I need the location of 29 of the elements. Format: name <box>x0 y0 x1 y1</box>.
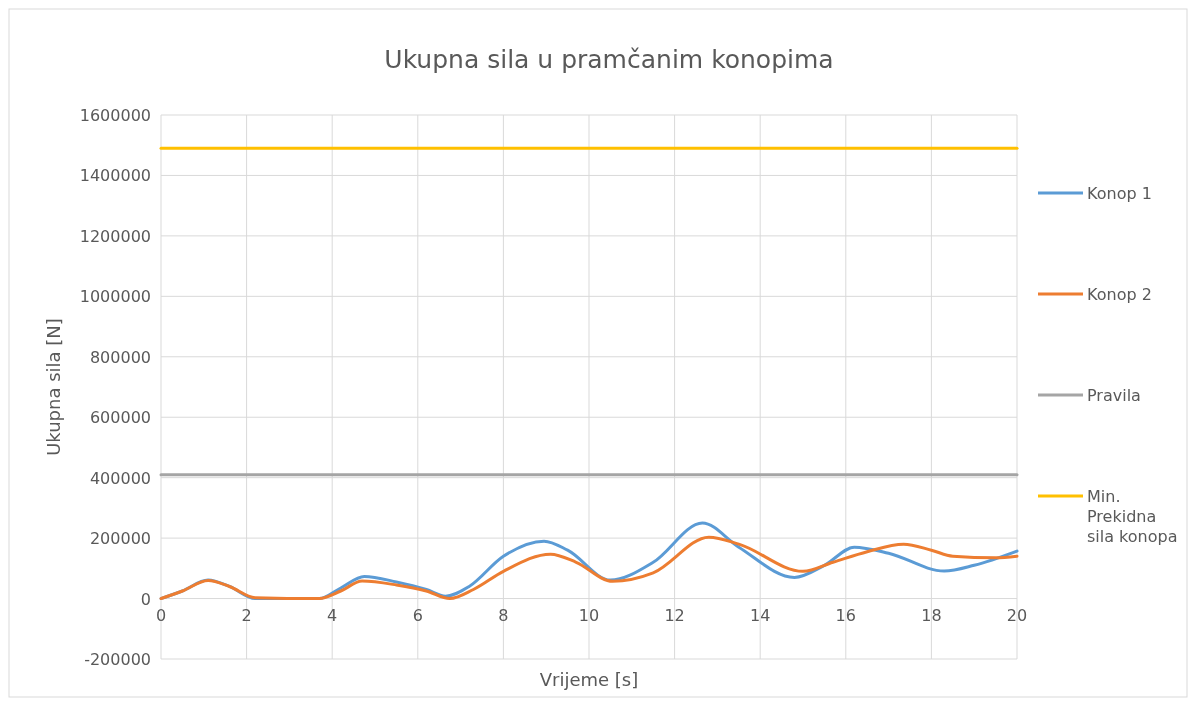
x-tick-label: 2 <box>241 605 252 625</box>
y-tick-label: -200000 <box>84 650 151 669</box>
legend-label: Min. Prekidna sila konopa <box>1087 487 1178 546</box>
x-tick-label: 12 <box>664 605 685 625</box>
line-series <box>159 535 1019 601</box>
x-tick-label: 18 <box>921 605 942 625</box>
x-tick-label: 10 <box>578 605 600 625</box>
y-tick-label: 600000 <box>89 408 151 428</box>
x-axis-title: Vrijeme [s] <box>539 669 639 690</box>
y-axis-title: Ukupna sila [N] <box>43 318 64 456</box>
legend-label: Konop 2 <box>1087 285 1152 304</box>
x-tick-label: 16 <box>835 605 856 625</box>
y-tick-label: 800000 <box>89 347 151 367</box>
x-tick-label: 8 <box>498 605 509 625</box>
y-tick-label: 1600000 <box>79 106 151 125</box>
y-tick-label: 400000 <box>89 468 151 488</box>
y-tick-label: 0 <box>140 589 151 609</box>
x-tick-label: 6 <box>412 605 423 625</box>
y-tick-label: 1000000 <box>79 287 151 307</box>
chart-title: Ukupna sila u pramčanim konopima <box>384 45 834 74</box>
y-tick-label: 1200000 <box>79 226 151 246</box>
x-tick-label: 4 <box>327 605 338 625</box>
y-tick-label: 1400000 <box>79 166 151 186</box>
legend-label: Pravila <box>1087 386 1141 405</box>
x-tick-label: 0 <box>155 605 167 625</box>
y-tick-label: 200000 <box>89 529 151 549</box>
x-tick-label: 14 <box>750 605 771 625</box>
x-tick-label: 20 <box>1006 605 1028 625</box>
legend-label: Konop 1 <box>1087 184 1152 203</box>
